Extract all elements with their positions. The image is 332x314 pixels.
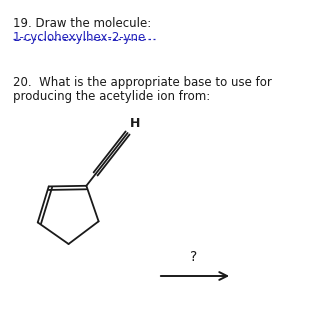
Text: 19. Draw the molecule:: 19. Draw the molecule: (13, 17, 151, 30)
Text: ?: ? (190, 250, 198, 264)
Text: producing the acetylide ion from:: producing the acetylide ion from: (13, 90, 210, 103)
Text: H: H (129, 117, 140, 130)
Text: 1-cyclohexylhex-2-yne: 1-cyclohexylhex-2-yne (13, 31, 146, 44)
Text: 20.  What is the appropriate base to use for: 20. What is the appropriate base to use … (13, 76, 272, 89)
